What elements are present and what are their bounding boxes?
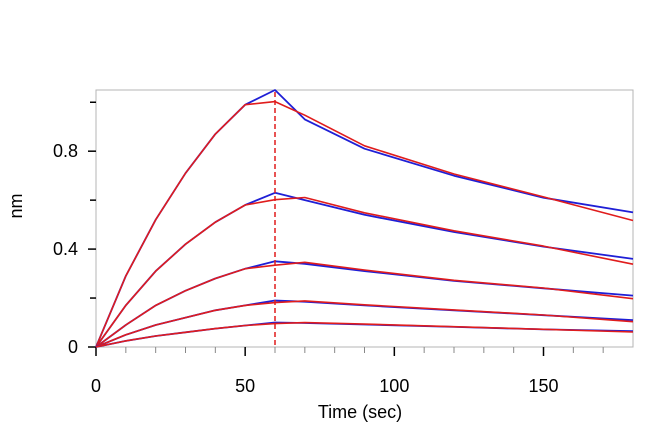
y-tick-label: 0.4 — [53, 239, 78, 259]
plot-frame — [95, 89, 634, 348]
y-tick-label: 0 — [68, 337, 78, 357]
fit-series-line — [95, 196, 634, 348]
y-tick-label: 0.8 — [53, 141, 78, 161]
x-tick-label: 0 — [91, 376, 101, 396]
measured-series-line — [95, 89, 634, 348]
fit-series-line — [95, 261, 634, 348]
minor-ticks — [90, 101, 604, 353]
x-tick-label: 150 — [528, 376, 558, 396]
fit-series-line — [95, 321, 634, 348]
x-axis: 0 50 100 150 — [91, 347, 559, 396]
x-tick-label: 100 — [379, 376, 409, 396]
measured-series-line — [95, 321, 634, 348]
x-axis-title: Time (sec) — [318, 402, 402, 422]
fit-series-line — [95, 100, 634, 348]
fit-series-line — [95, 300, 634, 348]
x-tick-label: 50 — [235, 376, 255, 396]
y-axis-title: nm — [6, 193, 26, 218]
y-axis: 0 0.4 0.8 — [53, 141, 96, 357]
plot-lines — [95, 89, 634, 348]
